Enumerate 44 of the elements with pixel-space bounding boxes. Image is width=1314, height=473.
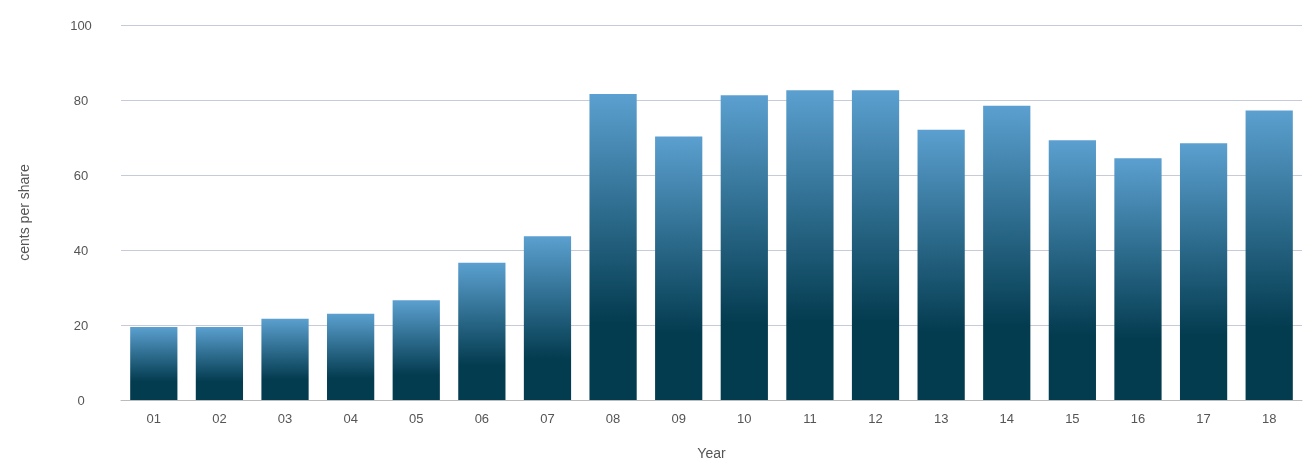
y-tick-label: 100 <box>70 17 92 33</box>
x-tick-label: 05 <box>409 411 424 426</box>
x-tick-label: 18 <box>1261 411 1277 426</box>
x-axis-title: Year <box>697 445 726 461</box>
x-tick-label: 04 <box>343 411 358 426</box>
bar <box>851 90 900 400</box>
bar <box>1114 158 1162 400</box>
x-tick-label: 01 <box>146 411 162 426</box>
x-tick-label: 16 <box>1130 411 1146 426</box>
y-axis-title: cents per share <box>16 164 32 261</box>
x-tick-label: 12 <box>868 411 883 426</box>
x-tick-label: 03 <box>277 411 293 426</box>
x-tick-label: 14 <box>999 411 1014 426</box>
bar <box>786 90 834 400</box>
bar <box>655 136 703 400</box>
x-tick-label: 15 <box>1065 411 1080 426</box>
x-tick-label: 06 <box>474 411 490 426</box>
y-tick-label: 80 <box>73 92 89 108</box>
x-tick-label: 08 <box>605 411 621 426</box>
x-tick-label: 09 <box>671 411 686 426</box>
bar <box>261 318 309 400</box>
x-tick-label: 11 <box>803 411 817 426</box>
bar <box>917 129 965 400</box>
bar <box>130 326 178 400</box>
bar <box>195 326 244 400</box>
bar <box>983 105 1031 400</box>
bar <box>720 95 768 400</box>
x-tick-label: 17 <box>1196 411 1211 426</box>
bar <box>589 94 637 400</box>
x-tick-label: 07 <box>540 411 555 426</box>
bar <box>458 262 506 400</box>
bar <box>1179 143 1228 400</box>
y-tick-label: 20 <box>73 317 89 333</box>
x-tick-label: 13 <box>933 411 949 426</box>
bar <box>392 300 440 400</box>
bar <box>523 236 572 400</box>
y-tick-label: 0 <box>77 392 85 408</box>
x-tick-label: 10 <box>737 411 752 426</box>
x-tick-label: 02 <box>212 411 227 426</box>
bar <box>1245 110 1293 400</box>
bar <box>1048 140 1096 400</box>
bar <box>327 313 375 400</box>
y-tick-label: 40 <box>73 242 89 258</box>
y-tick-label: 60 <box>73 167 89 183</box>
